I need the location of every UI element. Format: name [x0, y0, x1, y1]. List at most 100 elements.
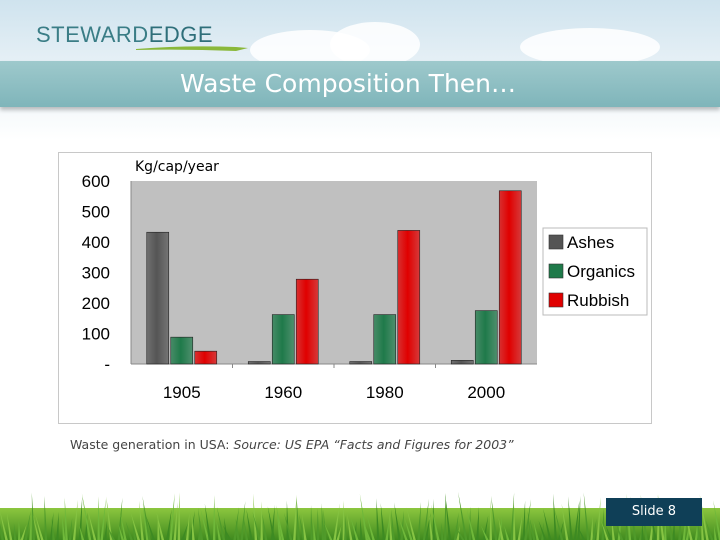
cloud — [330, 22, 420, 67]
grass-blade — [106, 496, 113, 540]
grass-blade — [145, 515, 156, 540]
grass-blade — [417, 502, 422, 540]
grass-blade — [403, 515, 413, 540]
cloud — [520, 28, 660, 66]
logo-swoosh-icon — [136, 46, 248, 51]
grass-blade — [527, 511, 532, 540]
y-tick-label: - — [104, 355, 110, 374]
grass-blade — [389, 511, 393, 540]
grass-blade — [13, 523, 17, 540]
bar-ashes-2000 — [450, 360, 474, 365]
grass-blade — [31, 492, 36, 540]
bar-ashes-1980 — [349, 361, 373, 365]
grass-blade — [117, 497, 123, 540]
grass-blade — [191, 513, 195, 540]
slide-title: Waste Composition Then… — [180, 69, 517, 98]
grass-blade — [480, 525, 489, 540]
grass-blade — [56, 511, 59, 540]
grass-blade — [453, 512, 459, 540]
grass-blade — [240, 501, 246, 540]
grass-blade — [380, 503, 386, 540]
legend-swatch-ashes — [548, 234, 564, 250]
title-band: Waste Composition Then… — [0, 61, 720, 107]
grass-blade — [78, 496, 83, 540]
legend-label-ashes: Ashes — [567, 233, 614, 252]
grass-blade — [29, 507, 32, 540]
grass-blade — [504, 525, 510, 540]
grass-blade — [524, 499, 532, 540]
grass-blade — [97, 496, 100, 540]
y-tick-label: 500 — [82, 203, 110, 222]
slide-number: Slide 8 — [606, 498, 702, 526]
logo-text-steward: STEWARD — [36, 22, 149, 47]
grass-blade — [173, 502, 178, 540]
grass-blade — [398, 516, 408, 540]
grass-blade — [118, 524, 124, 540]
caption-prefix: Waste generation in USA: — [70, 437, 234, 452]
grass-blade — [491, 495, 498, 540]
grass-blade — [156, 511, 165, 540]
steward-edge-logo: STEWARDEDGE — [36, 20, 248, 54]
grass-blade — [557, 521, 564, 540]
grass-blade — [177, 492, 181, 540]
grass-blade — [18, 520, 21, 540]
grass-blade — [467, 509, 476, 540]
grass-blade — [605, 525, 613, 540]
grass-blade — [554, 509, 564, 540]
x-tick-label: 1980 — [366, 383, 404, 402]
grass-blade — [68, 517, 73, 540]
grass-blade — [445, 493, 452, 540]
grass-blade — [583, 492, 590, 540]
grass-blade — [615, 521, 624, 540]
grass-blade — [366, 514, 375, 540]
plot-area — [131, 181, 537, 364]
grass-blade — [260, 501, 263, 540]
grass-blade — [88, 511, 97, 540]
grass-blade — [344, 515, 347, 540]
grass-blade — [120, 513, 127, 540]
grass-blade — [444, 492, 447, 540]
grass-blade — [293, 494, 297, 540]
grass-blade — [590, 516, 593, 540]
grass-blade — [428, 511, 434, 540]
grass-blade — [44, 495, 48, 540]
grass-blade — [81, 493, 92, 540]
grass-blade — [517, 515, 523, 540]
grass-blade — [212, 495, 216, 540]
grass-blade — [522, 500, 526, 540]
grass-blade — [391, 509, 395, 540]
grass-blade — [235, 518, 240, 540]
grass-blade — [350, 517, 359, 540]
caption-source: Source: US EPA “Facts and Figures for 20… — [233, 437, 514, 452]
grass-blade — [252, 511, 261, 540]
y-tick-label: 100 — [82, 325, 110, 344]
bar-organics-1960 — [271, 314, 295, 365]
grass-blade — [169, 493, 175, 540]
grass-blade — [198, 508, 204, 540]
grass-blade — [533, 520, 539, 540]
grass-blade — [394, 502, 401, 540]
grass-blade — [422, 498, 429, 540]
bar-rubbish-1980 — [397, 230, 421, 365]
legend-swatch-organics — [548, 263, 564, 279]
legend-label-organics: Organics — [567, 262, 635, 281]
grass-blade — [72, 499, 78, 540]
grass-blade — [333, 503, 340, 540]
x-tick-label: 2000 — [467, 383, 505, 402]
grass-blade — [406, 507, 416, 540]
grass-blade — [664, 514, 667, 540]
grass-blade — [185, 512, 190, 540]
grass-blade — [705, 519, 714, 540]
grass-blade — [20, 524, 27, 540]
bar-rubbish-1960 — [295, 278, 319, 365]
grass-blade — [0, 510, 8, 540]
logo-text-edge: EDGE — [148, 22, 214, 47]
grass-blade — [310, 505, 313, 540]
y-tick-label: 200 — [82, 294, 110, 313]
grass-blade — [296, 496, 300, 540]
grass-blade — [246, 509, 253, 540]
grass-blade — [216, 519, 221, 540]
grass-blade — [262, 514, 268, 540]
grass-blade — [400, 510, 404, 540]
